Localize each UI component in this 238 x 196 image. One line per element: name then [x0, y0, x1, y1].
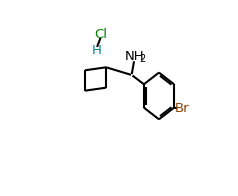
- Text: Cl: Cl: [94, 28, 107, 41]
- Text: H: H: [91, 44, 101, 57]
- Text: NH: NH: [124, 50, 144, 63]
- Text: 2: 2: [140, 54, 146, 64]
- Text: Br: Br: [175, 102, 190, 115]
